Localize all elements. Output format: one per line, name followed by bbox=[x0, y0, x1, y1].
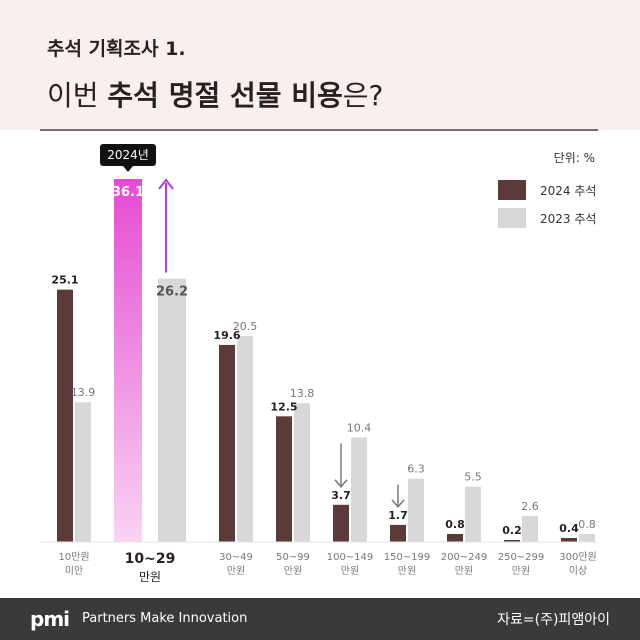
bar-2023-2 bbox=[237, 335, 253, 542]
value-label-2024-0: 25.1 bbox=[51, 274, 78, 287]
category-label-4-line2: 만원 bbox=[341, 565, 359, 577]
value-label-2024-8: 0.4 bbox=[559, 522, 579, 535]
decrease-arrow-head-4 bbox=[334, 479, 348, 488]
bar-2024-1 bbox=[114, 179, 142, 542]
bar-2023-3 bbox=[294, 403, 310, 542]
bar-2024-2 bbox=[219, 344, 235, 542]
value-label-2023-4: 10.4 bbox=[347, 421, 372, 434]
legend-swatch-2024 bbox=[498, 180, 526, 200]
bar-2024-0 bbox=[57, 289, 73, 542]
footer-tagline: Partners Make Innovation bbox=[82, 611, 248, 626]
header-band: 추석 기획조사 1. 이번 추석 명절 선물 비용은? bbox=[0, 0, 640, 130]
category-label-3-line1: 50~99 bbox=[276, 552, 310, 563]
bar-2024-8 bbox=[561, 537, 577, 542]
title-suffix: 은? bbox=[342, 79, 384, 112]
bar-2023-4 bbox=[351, 437, 367, 542]
value-label-2023-2: 20.5 bbox=[233, 320, 258, 333]
bar-2023-5 bbox=[408, 478, 424, 542]
logo-text: pmi bbox=[30, 607, 70, 631]
value-label-2024-6: 0.8 bbox=[445, 518, 465, 531]
category-label-8-line1: 300만원 bbox=[559, 551, 597, 563]
value-label-2023-7: 2.6 bbox=[521, 500, 539, 513]
highlight-tag-pointer bbox=[123, 166, 133, 172]
category-label-1-line2: 만원 bbox=[139, 570, 161, 584]
header-divider bbox=[40, 129, 598, 131]
value-label-2023-1: 26.2 bbox=[156, 285, 188, 300]
title-highlight: 추석 명절 선물 비용 bbox=[107, 79, 343, 112]
bar-2024-3 bbox=[276, 416, 292, 542]
value-label-2023-3: 13.8 bbox=[290, 387, 315, 400]
category-label-6-line1: 200~249 bbox=[441, 552, 488, 563]
value-label-2023-6: 5.5 bbox=[464, 471, 482, 484]
bar-2024-4 bbox=[333, 504, 349, 542]
legend-label-2024: 2024 추석 bbox=[540, 184, 596, 198]
category-label-5-line1: 150~199 bbox=[384, 552, 431, 563]
bar-2023-1 bbox=[158, 278, 186, 542]
category-label-7-line2: 만원 bbox=[512, 565, 530, 577]
source-credit: 자료=(주)피앰아이 bbox=[497, 612, 610, 628]
legend-label-2023: 2023 추석 bbox=[540, 212, 596, 226]
bar-2023-7 bbox=[522, 515, 538, 542]
category-label-1-line1: 10~29 bbox=[125, 551, 176, 567]
bar-2024-7 bbox=[504, 539, 520, 542]
value-label-2024-5: 1.7 bbox=[388, 509, 408, 522]
bar-2024-6 bbox=[447, 533, 463, 542]
bar-2023-6 bbox=[465, 486, 481, 542]
value-label-2024-1: 36.1 bbox=[112, 185, 144, 200]
value-label-2024-3: 12.5 bbox=[270, 400, 297, 413]
value-label-2024-2: 19.6 bbox=[213, 329, 240, 342]
pmi-logo: pmi bbox=[30, 607, 70, 631]
value-label-2023-5: 6.3 bbox=[407, 463, 425, 476]
category-label-4-line1: 100~149 bbox=[327, 552, 374, 563]
category-label-8-line2: 이상 bbox=[569, 565, 587, 577]
decrease-arrow-head-5 bbox=[391, 499, 405, 509]
category-label-0-line1: 10만원 bbox=[58, 551, 89, 563]
page-title: 이번 추석 명절 선물 비용은? bbox=[47, 74, 383, 114]
category-label-5-line2: 만원 bbox=[398, 565, 416, 577]
unit-label: 단위: % bbox=[554, 151, 595, 165]
highlight-tag-label: 2024년 bbox=[107, 148, 149, 162]
value-label-2024-7: 0.2 bbox=[502, 524, 522, 537]
footer-bar: pmi Partners Make Innovation 자료=(주)피앰아이 bbox=[0, 598, 640, 640]
gift-cost-bar-chart: 25.113.910만원미만36.126.210~29만원2024년19.620… bbox=[40, 144, 598, 584]
category-label-3-line2: 만원 bbox=[284, 565, 302, 577]
category-label-2-line1: 30~49 bbox=[219, 552, 253, 563]
value-label-2024-4: 3.7 bbox=[331, 489, 351, 502]
survey-subtitle: 추석 기획조사 1. bbox=[47, 38, 186, 60]
category-label-6-line2: 만원 bbox=[455, 565, 473, 577]
category-label-0-line2: 미만 bbox=[65, 565, 83, 577]
title-prefix: 이번 bbox=[47, 79, 108, 112]
category-label-7-line1: 250~299 bbox=[498, 552, 545, 563]
value-label-2023-8: 0.8 bbox=[578, 518, 596, 531]
value-label-2023-0: 13.9 bbox=[71, 386, 96, 399]
bar-2023-8 bbox=[579, 533, 595, 542]
highlight-tag-box bbox=[100, 144, 156, 166]
bar-2024-5 bbox=[390, 524, 406, 542]
increase-arrow-head bbox=[158, 178, 174, 190]
bar-2023-0 bbox=[75, 402, 91, 542]
category-label-2-line2: 만원 bbox=[227, 565, 245, 577]
legend-swatch-2023 bbox=[498, 208, 526, 228]
